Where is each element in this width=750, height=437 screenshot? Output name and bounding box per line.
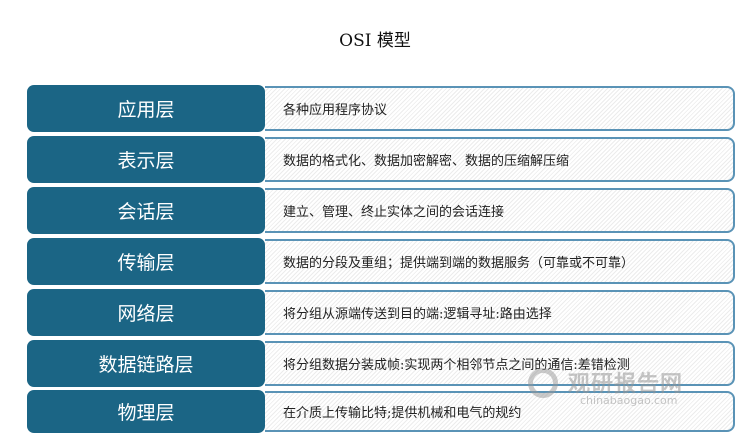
layer-name: 传输层	[27, 238, 265, 285]
osi-layer-row: 表示层 数据的格式化、数据加密解密、数据的压缩解压缩	[27, 136, 735, 183]
osi-layer-row: 应用层 各种应用程序协议	[27, 85, 735, 132]
layer-description: 各种应用程序协议	[265, 86, 735, 131]
layer-description: 在介质上传输比特;提供机械和电气的规约	[265, 391, 735, 432]
osi-layer-row: 传输层 数据的分段及重组；提供端到端的数据服务（可靠或不可靠）	[27, 238, 735, 285]
layer-name: 表示层	[27, 136, 265, 183]
layer-description: 将分组数据分装成帧:实现两个相邻节点之间的通信:差错检测	[265, 341, 735, 386]
layer-name: 应用层	[27, 85, 265, 132]
diagram-title: OSI 模型	[339, 31, 411, 51]
osi-layer-row: 物理层 在介质上传输比特;提供机械和电气的规约	[27, 390, 735, 433]
layer-description: 数据的格式化、数据加密解密、数据的压缩解压缩	[265, 137, 735, 182]
layer-description: 建立、管理、终止实体之间的会话连接	[265, 188, 735, 233]
layer-description: 将分组从源端传送到目的端:逻辑寻址:路由选择	[265, 290, 735, 335]
layer-description: 数据的分段及重组；提供端到端的数据服务（可靠或不可靠）	[265, 239, 735, 284]
layer-name: 会话层	[27, 187, 265, 234]
layer-name: 网络层	[27, 289, 265, 336]
osi-layer-row: 网络层 将分组从源端传送到目的端:逻辑寻址:路由选择	[27, 289, 735, 336]
layer-name: 数据链路层	[27, 340, 265, 387]
osi-layer-row: 数据链路层 将分组数据分装成帧:实现两个相邻节点之间的通信:差错检测	[27, 340, 735, 387]
osi-layer-row: 会话层 建立、管理、终止实体之间的会话连接	[27, 187, 735, 234]
layer-name: 物理层	[27, 390, 265, 433]
